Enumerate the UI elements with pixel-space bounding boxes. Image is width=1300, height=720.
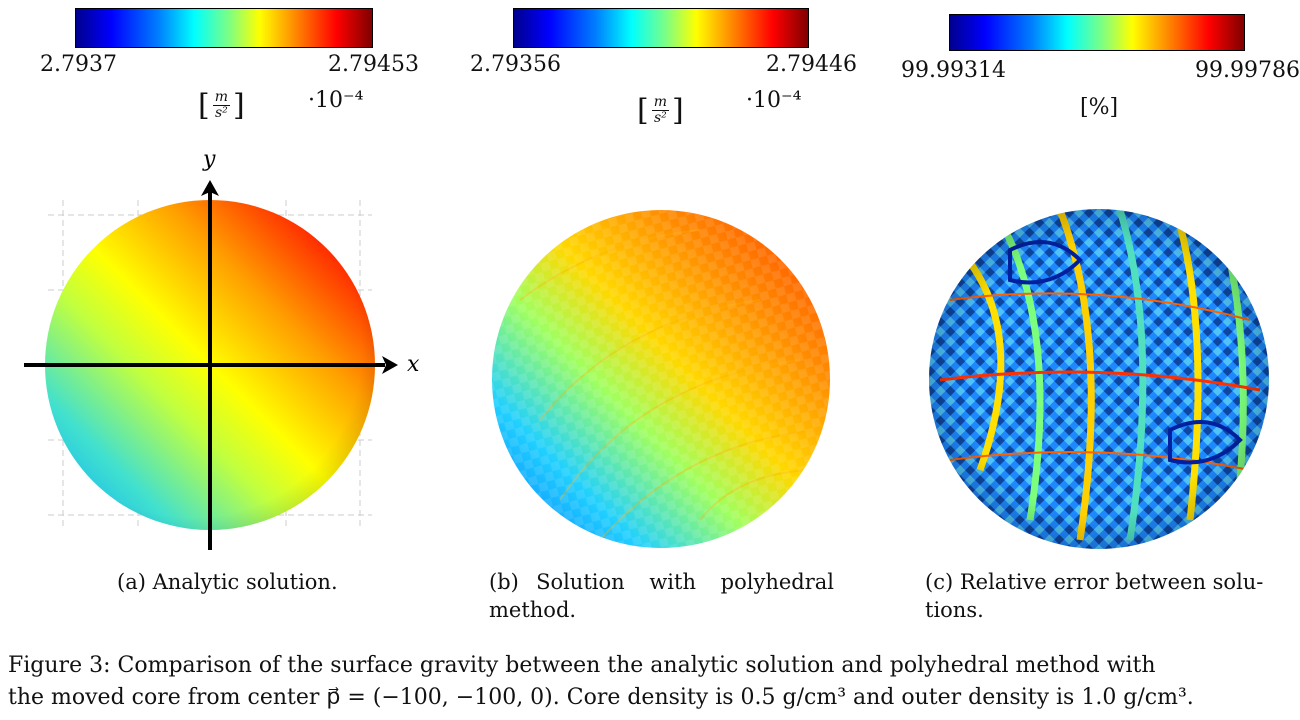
unit-a-num: m — [212, 89, 230, 106]
caption-a-text: Analytic solution. — [152, 570, 338, 594]
caption-a-label: (a) — [117, 570, 146, 594]
y-axis-label: y — [202, 147, 216, 172]
caption-c: (c) Relative error between solu- tions. — [925, 568, 1270, 624]
x-axis-label: x — [407, 352, 420, 377]
figure-caption-line2: the moved core from center p⃗ = (−100, −… — [8, 685, 1194, 710]
unit-b-den: s² — [653, 110, 667, 126]
colorbar-b-max: 2.79446 — [766, 52, 857, 77]
caption-c-line2: tions. — [925, 598, 984, 622]
colorbar-c-max: 99.99786 — [1195, 58, 1300, 83]
figure-caption-label: Figure 3: — [8, 653, 111, 678]
caption-b-label: (b) — [489, 570, 519, 594]
colorbar-b-unit: [ m s² ] — [637, 93, 684, 128]
figure-caption-line1: Comparison of the surface gravity betwee… — [117, 653, 1156, 678]
panel-b-plot — [492, 210, 830, 548]
colorbar-c-unit: [%] — [1080, 95, 1119, 120]
unit-b-num: m — [651, 94, 669, 111]
colorbar-a-scale: ·10⁻⁴ — [308, 88, 364, 113]
colorbar-a-max: 2.79453 — [328, 52, 419, 77]
figure-caption: Figure 3: Comparison of the surface grav… — [8, 650, 1298, 714]
caption-b: (b) Solution with polyhedral method. — [489, 568, 834, 624]
colorbar-a — [75, 8, 373, 48]
panel-c-plot — [929, 209, 1269, 549]
caption-b-line1: Solution with polyhedral — [536, 570, 834, 594]
caption-c-label: (c) — [925, 570, 954, 594]
caption-a: (a) Analytic solution. — [117, 568, 338, 596]
caption-b-line2: method. — [489, 598, 577, 622]
colorbar-b-scale: ·10⁻⁴ — [746, 88, 802, 113]
colorbar-a-unit: [ m s² ] — [198, 88, 245, 123]
caption-c-line1: Relative error between solu- — [959, 570, 1264, 594]
unit-a-den: s² — [214, 105, 228, 121]
colorbar-a-min: 2.7937 — [40, 52, 117, 77]
colorbar-c — [949, 14, 1245, 51]
panel-a-plot: x y — [24, 147, 420, 550]
colorbar-c-min: 99.99314 — [901, 58, 1006, 83]
colorbar-b — [513, 8, 809, 48]
colorbar-b-min: 2.79356 — [470, 52, 561, 77]
